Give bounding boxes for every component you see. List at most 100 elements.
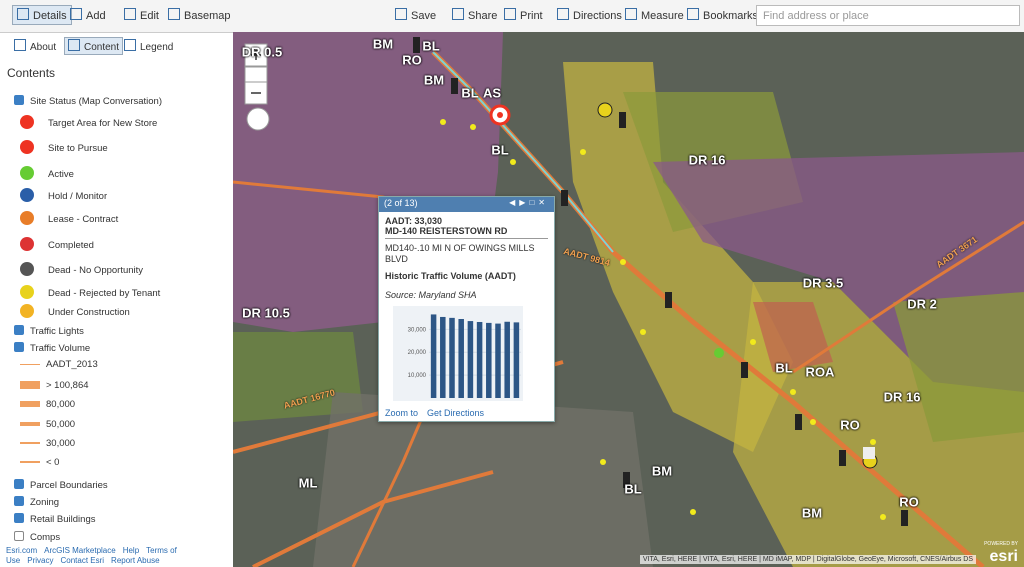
icon xyxy=(70,8,82,20)
popup-title: AADT: 33,030 xyxy=(385,216,443,226)
legend-item: Dead - No Opportunity xyxy=(20,262,143,276)
legend-symbol xyxy=(20,237,34,251)
toolbar-button[interactable]: Basemap xyxy=(168,8,230,22)
search-box[interactable]: Find address or place xyxy=(756,5,1020,26)
legend-symbol xyxy=(20,381,40,390)
icon xyxy=(625,8,637,20)
layer-row[interactable]: Parcel Boundaries xyxy=(14,479,108,491)
legend-label: Target Area for New Store xyxy=(48,118,158,129)
sidebar-tab[interactable]: About xyxy=(14,39,56,53)
icon xyxy=(452,8,464,20)
icon xyxy=(17,8,29,20)
tab-label: About xyxy=(30,42,57,53)
legend-label: Hold / Monitor xyxy=(48,191,108,202)
toolbar-button[interactable]: Measure xyxy=(625,8,684,22)
icon xyxy=(14,39,26,51)
footer-link[interactable]: ArcGIS Marketplace xyxy=(44,546,116,555)
popup-controls[interactable]: ◀▶□✕ xyxy=(509,198,549,207)
layer-row[interactable]: Traffic Volume xyxy=(14,342,90,354)
bar xyxy=(430,314,437,398)
layer-row[interactable]: Site Status (Map Conversation) xyxy=(14,95,162,107)
toolbar-button[interactable]: Details xyxy=(12,5,72,25)
zone-label: DR 16 xyxy=(688,152,726,168)
zone-label: ROA xyxy=(805,364,835,380)
zone-label: BM xyxy=(423,72,445,88)
chart-source: Source: Maryland SHA xyxy=(385,290,477,300)
popup-description: MD140-.10 MI N OF OWINGS MILLS BLVD xyxy=(385,243,535,264)
toolbar-button[interactable]: Save xyxy=(395,8,436,22)
checkbox-checked[interactable] xyxy=(14,479,24,489)
legend-symbol xyxy=(20,363,40,365)
checkbox-checked[interactable] xyxy=(14,513,24,523)
footer-link[interactable]: Esri.com xyxy=(6,546,38,555)
popup-action[interactable]: Get Directions xyxy=(427,408,485,418)
zone-label: BL xyxy=(624,481,642,497)
legend-symbol xyxy=(20,304,34,318)
zone-label: ML xyxy=(298,475,318,491)
legend-symbol xyxy=(20,166,34,180)
layer-name: Retail Buildings xyxy=(30,514,96,525)
popup-subtitle: MD-140 REISTERSTOWN RD xyxy=(385,226,508,236)
toolbar-button[interactable]: Share xyxy=(452,8,497,22)
bar xyxy=(440,316,446,398)
attribution: VITA, Esri, HERE | VITA, Esri, HERE | MD… xyxy=(639,555,976,564)
bar xyxy=(476,321,483,398)
zone-label: DR 3.5 xyxy=(802,275,844,291)
button-label: Save xyxy=(411,10,437,22)
layer-row[interactable]: Traffic Lights xyxy=(14,325,84,337)
legend-symbol xyxy=(20,285,34,299)
button-label: Directions xyxy=(573,10,622,22)
footer-link[interactable]: Help xyxy=(122,546,140,555)
legend-label: Site to Pursue xyxy=(48,143,108,154)
layer-row[interactable]: Zoning xyxy=(14,496,59,508)
toolbar-button[interactable]: Print xyxy=(504,8,543,22)
popup-action[interactable]: Zoom to xyxy=(385,408,419,418)
bar xyxy=(449,317,455,398)
layer-name: Traffic Lights xyxy=(30,326,84,337)
icon xyxy=(504,8,516,20)
chart: 10,000 20,000 30,000 xyxy=(393,306,523,401)
icon xyxy=(124,39,136,51)
popup-header: (2 of 13) ◀▶□✕ xyxy=(379,197,554,212)
legend-item: Hold / Monitor xyxy=(20,188,107,202)
legend-item: AADT_2013 xyxy=(20,359,98,370)
legend-item: Dead - Rejected by Tenant xyxy=(20,285,160,299)
zone-label: BL xyxy=(422,38,440,54)
map[interactable]: DR 0.5 BM BL RO BM BL AS BL DR 16 DR 3.5 DR 2 DR 10… xyxy=(233,32,1024,567)
layer-row[interactable]: Retail Buildings xyxy=(14,513,95,525)
layer-name: Parcel Boundaries xyxy=(30,480,108,491)
layer-name: Comps xyxy=(30,532,61,543)
layer-row[interactable]: Comps xyxy=(14,531,60,543)
checkbox-unchecked[interactable] xyxy=(14,531,24,541)
zone-label: DR 2 xyxy=(907,296,937,312)
checkbox-checked[interactable] xyxy=(14,325,24,335)
sidebar-tab[interactable]: Legend xyxy=(124,39,173,53)
esri-logo: esri xyxy=(989,548,1018,565)
checkbox-checked[interactable] xyxy=(14,95,24,105)
toolbar-button[interactable]: Add xyxy=(70,8,106,22)
legend-symbol xyxy=(20,262,34,276)
icon xyxy=(68,39,80,51)
contents-heading: Contents xyxy=(7,66,56,80)
footer-link[interactable]: Report Abuse xyxy=(111,556,160,565)
toolbar-button[interactable]: Directions xyxy=(557,8,622,22)
footer-link[interactable]: Contact Esri xyxy=(60,556,105,565)
legend-label: Dead - No Opportunity xyxy=(48,265,144,276)
footer-link[interactable]: Terms of Use xyxy=(6,546,177,565)
button-label: Measure xyxy=(641,10,684,22)
legend-item: > 100,864 xyxy=(20,380,89,391)
toolbar-button[interactable]: Bookmarks xyxy=(687,8,758,22)
button-label: Share xyxy=(468,10,498,22)
map-base xyxy=(233,32,1024,567)
toolbar-button[interactable]: Edit xyxy=(124,8,159,22)
button-label: Bookmarks xyxy=(703,10,759,22)
legend-label: Lease - Contract xyxy=(48,214,119,225)
footer-link[interactable]: Privacy xyxy=(27,556,54,565)
zone-label: DR 16 xyxy=(883,389,921,405)
checkbox-checked[interactable] xyxy=(14,342,24,352)
sidebar-tab[interactable]: Content xyxy=(64,37,124,55)
legend-item: 80,000 xyxy=(20,399,75,410)
checkbox-checked[interactable] xyxy=(14,496,24,506)
legend-item: Completed xyxy=(20,237,94,251)
tab-label: Legend xyxy=(140,42,174,53)
